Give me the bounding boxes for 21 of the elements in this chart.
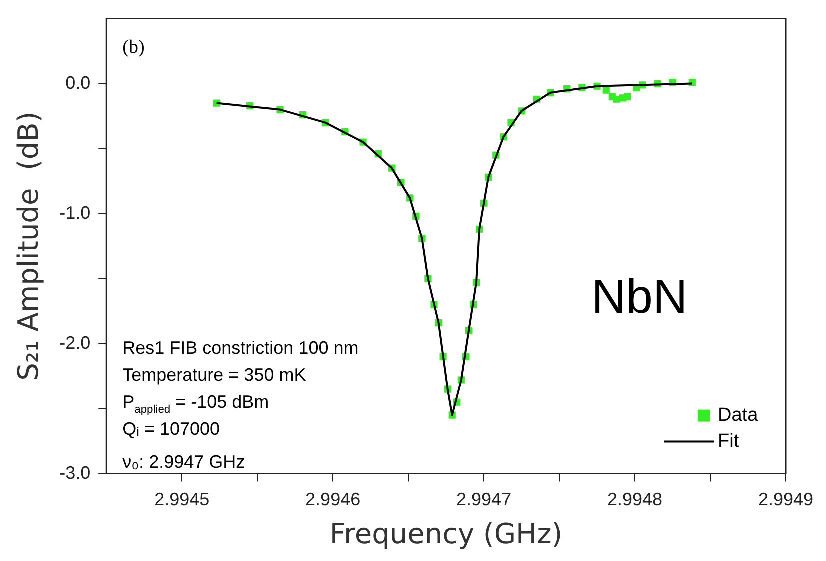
y-axis-title: S₂₁ Amplitude (dB)	[12, 112, 46, 381]
x-tick-label: 2.9949	[758, 490, 814, 510]
x-tick-label: 2.9946	[306, 490, 361, 510]
x-tick-label: 2.9945	[154, 490, 210, 510]
y-tick-label: -2.0	[60, 332, 91, 353]
x-tick-label: 2.9947	[456, 490, 512, 510]
annotation: Res1 FIB constriction 100 nm	[122, 338, 359, 358]
legend-label: Fit	[718, 431, 740, 452]
annotation: ν₀: 2.9947 GHz	[122, 452, 246, 472]
point	[602, 86, 610, 94]
annotation: (b)	[122, 36, 145, 58]
annotation: Temperature = 350 mK	[122, 364, 306, 385]
y-tick-label: 0.0	[66, 72, 91, 93]
point	[624, 93, 632, 100]
annotation: NbN	[592, 270, 688, 324]
annotation: Qᵢ = 107000	[122, 418, 220, 439]
x-tick-label: 2.9948	[607, 490, 663, 510]
y-tick-label: -3.0	[60, 462, 91, 483]
y-tick-label: -1.0	[60, 202, 91, 223]
x-axis-title: Frequency (GHz)	[330, 517, 563, 550]
legend-label: Data	[718, 405, 759, 426]
